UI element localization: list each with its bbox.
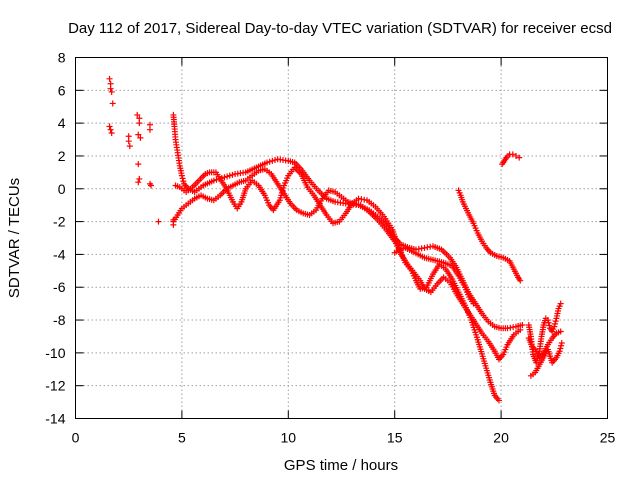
data-point: [221, 174, 228, 181]
data-point: [557, 345, 564, 352]
data-point: [512, 152, 519, 159]
data-point: [106, 75, 113, 82]
data-point: [210, 177, 217, 184]
x-tick-label: 25: [600, 430, 616, 446]
data-point: [125, 138, 132, 145]
y-tick-label: 6: [58, 82, 66, 98]
y-tick-label: -6: [53, 279, 66, 295]
data-point: [470, 300, 477, 307]
x-tick-label: 10: [281, 430, 297, 446]
data-point: [224, 173, 231, 180]
x-tick-label: 0: [72, 430, 80, 446]
data-point: [272, 157, 278, 164]
data-point: [180, 178, 187, 185]
plot-frame: [75, 57, 608, 419]
axis-ticks: [75, 57, 608, 419]
data-point: [148, 182, 155, 189]
y-tick-label: 8: [58, 50, 66, 66]
data-point: [552, 318, 559, 325]
data-point: [519, 321, 526, 328]
chart-title: Day 112 of 2017, Sidereal Day-to-day VTE…: [68, 20, 612, 37]
data-point: [558, 340, 565, 347]
y-tick-label: -14: [45, 411, 65, 427]
data-point: [136, 175, 143, 182]
data-point: [551, 323, 558, 330]
data-point: [557, 300, 564, 307]
data-point: [108, 88, 115, 95]
data-point: [155, 218, 162, 225]
y-tick-label: -10: [45, 345, 65, 361]
data-point: [517, 326, 524, 333]
data-point: [108, 129, 115, 136]
x-tick-label: 15: [387, 430, 403, 446]
data-point: [126, 143, 133, 150]
data-points: [106, 75, 565, 404]
y-tick-label: -12: [45, 378, 65, 394]
tick-labels: 0 5 10 15 20 25 -14 -12 -10 -8 -6 -4 -2 0 2 4 6 8: [45, 50, 615, 446]
data-point: [226, 172, 233, 179]
data-point: [134, 111, 141, 118]
x-tick-label: 5: [178, 430, 186, 446]
y-tick-label: -4: [53, 246, 66, 262]
x-axis-label: GPS time / hours: [284, 457, 398, 474]
data-point: [109, 100, 116, 107]
data-point: [545, 319, 552, 326]
data-point: [146, 126, 153, 133]
data-point: [269, 157, 276, 164]
data-point: [179, 175, 186, 182]
data-point: [516, 154, 523, 161]
x-tick-label: 20: [493, 430, 509, 446]
grid: [75, 57, 608, 419]
y-tick-label: 0: [58, 181, 66, 197]
data-point: [557, 328, 564, 335]
data-point: [264, 159, 271, 166]
y-tick-label: 2: [58, 148, 66, 164]
y-tick-label: -2: [53, 214, 66, 230]
data-point: [135, 131, 142, 138]
data-point: [178, 172, 185, 179]
data-point: [495, 397, 502, 404]
data-point: [213, 176, 220, 183]
data-point: [266, 158, 273, 165]
data-point: [552, 320, 559, 327]
y-tick-label: -8: [53, 312, 66, 328]
data-point: [556, 348, 563, 355]
data-point: [546, 322, 553, 329]
data-point: [509, 151, 516, 158]
data-point: [558, 342, 565, 349]
y-tick-label: 4: [58, 115, 66, 131]
y-axis-label: SDTVAR / TECUs: [6, 178, 23, 298]
data-point: [517, 277, 524, 284]
data-point: [107, 85, 114, 92]
data-point: [137, 134, 144, 141]
data-point: [544, 317, 551, 324]
data-point: [107, 126, 114, 133]
data-point: [106, 123, 113, 130]
data-point: [229, 171, 236, 178]
data-point: [135, 161, 142, 168]
data-point: [136, 120, 143, 127]
data-point: [135, 179, 142, 186]
